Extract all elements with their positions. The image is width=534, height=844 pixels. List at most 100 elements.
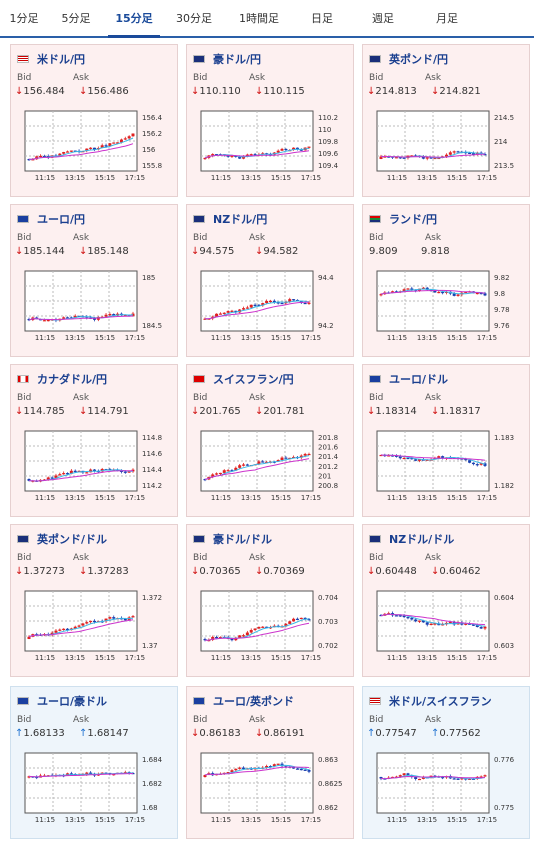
rate-card[interactable]: ランド/円 Bid Ask 9.809 9.818 9.82 9.8 9.78 9.76 11:1… — [362, 204, 530, 357]
rate-card[interactable]: NZドル/ドル Bid Ask ↓0.60448 ↓0.60462 0.604 0.603 1… — [362, 524, 530, 677]
card-title[interactable]: ランド/円 — [369, 211, 437, 227]
tab-5[interactable]: 日足 — [311, 12, 333, 25]
candle-body — [295, 147, 299, 150]
ask-label: Ask — [249, 73, 266, 83]
pair-name: 米ドル/スイスフラン — [389, 695, 492, 708]
candle-body — [127, 471, 131, 473]
y-tick-label: 156 — [142, 146, 156, 154]
x-tick-label: 15:15 — [95, 174, 115, 182]
price-chart[interactable]: 0.776 0.775 11:15 13:15 15:15 17:15 — [375, 751, 523, 831]
x-tick-label: 11:15 — [387, 816, 407, 824]
price-chart[interactable]: 114.8 114.6 114.4 114.2 11:15 13:15 15:15 17:15 — [23, 429, 171, 509]
candle-body — [398, 775, 402, 777]
card-title[interactable]: 豪ドル/ドル — [193, 531, 272, 547]
candle-body — [425, 287, 429, 290]
ask-label: Ask — [425, 393, 442, 403]
price-chart[interactable]: 185 184.5 11:15 13:15 15:15 17:15 — [23, 269, 171, 349]
candle-body — [418, 778, 422, 781]
candle-body — [421, 157, 425, 159]
price-chart[interactable]: 201.8 201.6 201.4 201.2 201 200.8 11:15 13:15 15… — [199, 429, 347, 509]
tab-3[interactable]: 30分足 — [176, 12, 212, 25]
price-chart[interactable]: 1.183 1.182 11:15 13:15 15:15 17:15 — [375, 429, 523, 509]
y-tick-label: 0.775 — [494, 804, 514, 812]
tab-6[interactable]: 週足 — [372, 12, 394, 25]
price-chart[interactable]: 9.82 9.8 9.78 9.76 11:15 13:15 15:15 17:15 — [375, 269, 523, 349]
card-title[interactable]: 英ポンド/ドル — [17, 531, 107, 547]
card-title[interactable]: スイスフラン/円 — [193, 371, 294, 387]
rate-card[interactable]: 豪ドル/ドル Bid Ask ↓0.70365 ↓0.70369 0.704 0.703 0.… — [186, 524, 354, 677]
card-title[interactable]: 英ポンド/円 — [369, 51, 448, 67]
x-tick-label: 15:15 — [95, 334, 115, 342]
bid-label: Bid — [193, 393, 208, 403]
candle-body — [292, 456, 296, 459]
y-tick-label: 9.78 — [494, 306, 510, 314]
x-tick-label: 11:15 — [387, 654, 407, 662]
flag-icon — [193, 215, 205, 223]
candle-body — [242, 464, 246, 466]
rate-card[interactable]: ユーロ/英ポンド Bid Ask ↓0.86183 ↓0.86191 0.863 0.862… — [186, 686, 354, 839]
y-tick-label: 0.862 — [318, 804, 338, 812]
card-title[interactable]: ユーロ/ドル — [369, 371, 448, 387]
tab-2[interactable]: 15分足 — [104, 0, 164, 38]
x-tick-label: 15:15 — [95, 494, 115, 502]
candle-body — [215, 154, 219, 156]
tab-4[interactable]: 1時間足 — [239, 12, 279, 25]
rate-card[interactable]: 米ドル/円 Bid Ask ↓156.484 ↓156.486 156.4 156.2 156… — [10, 44, 178, 197]
bid-ask-values: ↑0.77547 ↑0.77562 — [367, 728, 487, 739]
rate-card[interactable]: 英ポンド/ドル Bid Ask ↓1.37273 ↓1.37283 1.372 1.37 11… — [10, 524, 178, 677]
ask-label: Ask — [425, 73, 442, 83]
rate-card[interactable]: 英ポンド/円 Bid Ask ↓214.813 ↓214.821 214.5 214 213.… — [362, 44, 530, 197]
candle-body — [391, 291, 395, 293]
card-title[interactable]: 米ドル/スイスフラン — [369, 693, 492, 709]
price-chart[interactable]: 0.863 0.8625 0.862 11:15 13:15 15:15 17:15 — [199, 751, 347, 831]
bid-ask-values: ↑1.68133 ↑1.68147 — [15, 728, 135, 739]
candle-body — [288, 457, 292, 460]
card-title[interactable]: ユーロ/豪ドル — [17, 693, 107, 709]
rate-card[interactable]: NZドル/円 Bid Ask ↓94.575 ↓94.582 94.4 94.2 11:15 1… — [186, 204, 354, 357]
price-chart[interactable]: 110.2 110 109.8 109.6 109.4 11:15 13:15 15:15 17… — [199, 109, 347, 189]
y-tick-label: 201.2 — [318, 463, 338, 471]
rate-card[interactable]: スイスフラン/円 Bid Ask ↓201.765 ↓201.781 201.8 201.6… — [186, 364, 354, 517]
price-chart[interactable]: 94.4 94.2 11:15 13:15 15:15 17:15 — [199, 269, 347, 349]
price-chart[interactable]: 1.684 1.682 1.68 11:15 13:15 15:15 17:15 — [23, 751, 171, 831]
candle-body — [410, 617, 414, 620]
candle-body — [245, 307, 249, 309]
flag-icon — [17, 375, 29, 383]
x-tick-label: 17:15 — [125, 494, 145, 502]
price-chart[interactable]: 0.604 0.603 11:15 13:15 15:15 17:15 — [375, 589, 523, 669]
flag-icon — [369, 375, 381, 383]
x-tick-label: 11:15 — [211, 174, 231, 182]
card-title[interactable]: ユーロ/英ポンド — [193, 693, 294, 709]
card-title[interactable]: NZドル/円 — [193, 211, 267, 227]
price-chart[interactable]: 1.372 1.37 11:15 13:15 15:15 17:15 — [23, 589, 171, 669]
candle-body — [394, 157, 398, 159]
rate-card[interactable]: カナダドル/円 Bid Ask ↓114.785 ↓114.791 114.8 114.6 1… — [10, 364, 178, 517]
rate-card[interactable]: 米ドル/スイスフラン Bid Ask ↑0.77547 ↑0.77562 0.776 0.7… — [362, 686, 530, 839]
flag-icon — [193, 697, 205, 705]
card-title[interactable]: 米ドル/円 — [17, 51, 85, 67]
rate-card[interactable]: 豪ドル/円 Bid Ask ↓110.110 ↓110.115 110.2 110 109.8… — [186, 44, 354, 197]
card-title[interactable]: 豪ドル/円 — [193, 51, 261, 67]
moving-average-line — [380, 775, 486, 780]
y-tick-label: 0.604 — [494, 594, 515, 602]
rate-card[interactable]: ユーロ/豪ドル Bid Ask ↑1.68133 ↑1.68147 1.684 1.682 1… — [10, 686, 178, 839]
card-title[interactable]: カナダドル/円 — [17, 371, 107, 387]
x-tick-label: 17:15 — [301, 654, 321, 662]
tab-7[interactable]: 月足 — [436, 12, 458, 25]
candle-body — [203, 318, 207, 320]
price-chart[interactable]: 156.4 156.2 156 155.8 11:15 13:15 15:15 17:15 — [23, 109, 171, 189]
candle-body — [295, 618, 299, 620]
y-tick-label: 214.5 — [494, 114, 514, 122]
rate-card[interactable]: ユーロ/円 Bid Ask ↓185.144 ↓185.148 185 184.5 11:15… — [10, 204, 178, 357]
candle-body — [464, 458, 468, 461]
candle-body — [222, 312, 226, 314]
card-title[interactable]: NZドル/ドル — [369, 531, 454, 547]
tab-0[interactable]: 1分足 — [9, 12, 39, 25]
rate-card[interactable]: ユーロ/ドル Bid Ask ↓1.18314 ↓1.18317 1.183 1.182 11… — [362, 364, 530, 517]
price-chart[interactable]: 214.5 214 213.5 11:15 13:15 15:15 17:15 — [375, 109, 523, 189]
price-chart[interactable]: 0.704 0.703 0.702 11:15 13:15 15:15 17:15 — [199, 589, 347, 669]
candle-body — [242, 156, 246, 159]
candle-body — [452, 151, 456, 153]
tab-1[interactable]: 5分足 — [61, 12, 91, 25]
card-title[interactable]: ユーロ/円 — [17, 211, 85, 227]
